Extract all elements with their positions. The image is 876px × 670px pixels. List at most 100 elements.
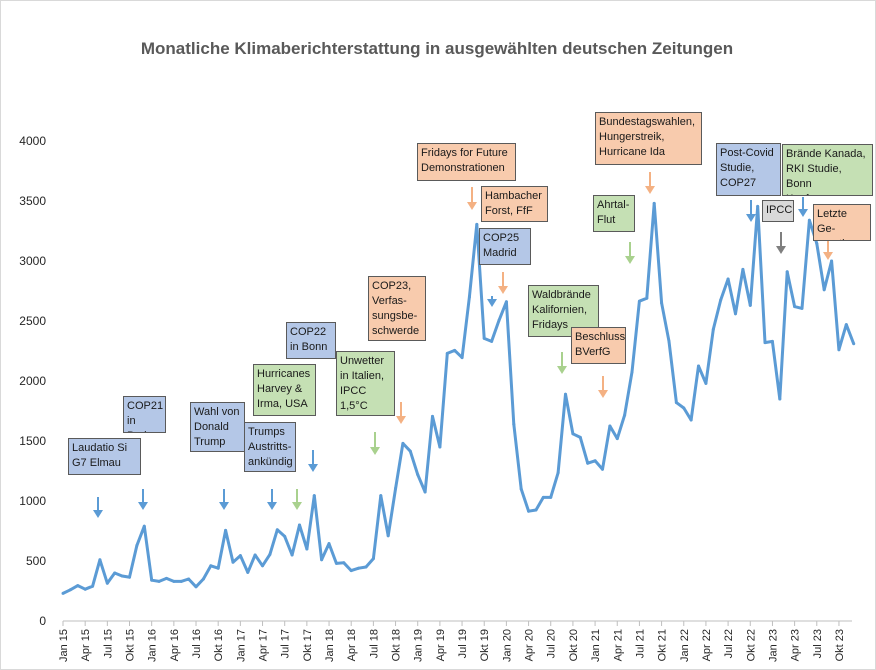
y-tick-label: 4000 [19,134,46,148]
data-point [682,406,686,410]
data-point [357,566,361,570]
y-tick-label: 1000 [19,494,46,508]
x-tick-label: Okt 21 [657,629,669,661]
x-tick-label: Okt 23 [834,629,846,661]
data-point [689,418,693,422]
x-axis: Jan 15 Apr 15 Jul 15 Okt 15 Jan 16 Apr 16 Jul … [58,621,846,662]
x-tick-label: Jul 23 [812,629,824,658]
x-tick-label: Apr 23 [790,629,802,661]
data-point [637,299,641,303]
y-tick-label: 500 [26,554,46,568]
x-tick-label: Jan 18 [324,629,336,662]
data-point [844,323,848,327]
x-tick-label: Okt 15 [125,629,137,661]
data-point [556,471,560,475]
data-point [105,581,109,585]
data-point [837,348,841,352]
data-point [778,397,782,401]
data-point [135,543,139,547]
x-tick-label: Jul 18 [368,629,380,658]
data-point [512,422,516,426]
x-tick-label: Jul 16 [191,629,203,658]
annotation-label: COP23, Verfas- sungsbe- schwerde [368,276,426,341]
x-tick-label: Jan 15 [58,629,70,662]
data-point [733,312,737,316]
data-point [830,259,834,263]
data-point [261,564,265,568]
data-point [482,336,486,340]
data-point [593,459,597,463]
annotation-arrow [498,272,508,294]
data-point [297,523,301,527]
data-point [770,339,774,343]
data-point [342,561,346,565]
data-point [807,218,811,222]
data-point [822,288,826,292]
data-point [408,449,412,453]
data-point [460,356,464,360]
annotation-label: Laudatio Si G7 Elmau [68,438,141,475]
data-point [711,327,715,331]
x-tick-label: Jan 21 [590,629,602,662]
data-point [519,487,523,491]
series-line [62,201,856,595]
data-point [504,300,508,304]
data-point [793,305,797,309]
annotation-label: IPCC [762,200,794,222]
annotation-label: COP25 Madrid [479,228,531,265]
data-point [379,494,383,498]
data-point [445,351,449,355]
data-point [327,542,331,546]
annotation-arrow [219,489,229,510]
y-tick-label: 1500 [19,434,46,448]
annotation-label: Waldbrände Kalifornien, Fridays [528,285,599,337]
data-point [667,339,671,343]
data-point [364,565,368,569]
data-point [416,473,420,477]
data-point [645,296,649,300]
x-tick-label: Apr 20 [524,629,536,661]
x-tick-label: Jul 15 [102,629,114,658]
data-point [305,547,309,551]
y-tick-label: 0 [39,614,46,628]
data-point [600,467,604,471]
data-point [142,524,146,528]
data-point [268,552,272,556]
annotation-arrow [370,432,380,455]
data-point [246,570,250,574]
annotation-label: Hurricanes Harvey & Irma, USA [253,364,316,416]
x-tick-label: Apr 16 [169,629,181,661]
data-point [453,348,457,352]
y-tick-label: 2000 [19,374,46,388]
y-tick-label: 3500 [19,194,46,208]
data-point [386,534,390,538]
data-point [578,435,582,439]
data-point [630,370,634,374]
data-point [423,490,427,494]
data-point [527,509,531,513]
data-point [541,495,545,499]
annotation-label: Fridays for Future Demonstrationen [417,143,516,181]
chart-title: Monatliche Klimaberichterstattung in aus… [141,39,733,58]
y-axis: 0 500 1000 1500 2000 2500 3000 3500 4000 [19,134,46,628]
data-point [61,591,65,595]
annotation-arrow [625,242,635,264]
x-tick-label: Apr 22 [701,629,713,661]
x-tick-label: Jan 20 [501,629,513,662]
y-tick-label: 3000 [19,254,46,268]
data-point [564,392,568,396]
annotation-label: Hambacher Forst, FfF [481,186,548,222]
data-point [394,486,398,490]
data-point [697,364,701,368]
data-point [68,588,72,592]
annotation-arrow [467,187,477,210]
annotation-arrow [396,402,406,424]
x-tick-label: Okt 20 [568,629,580,661]
data-point [312,494,316,498]
data-point [719,298,723,302]
data-point [534,508,538,512]
data-point [187,577,191,581]
annotation-arrow [823,241,833,260]
